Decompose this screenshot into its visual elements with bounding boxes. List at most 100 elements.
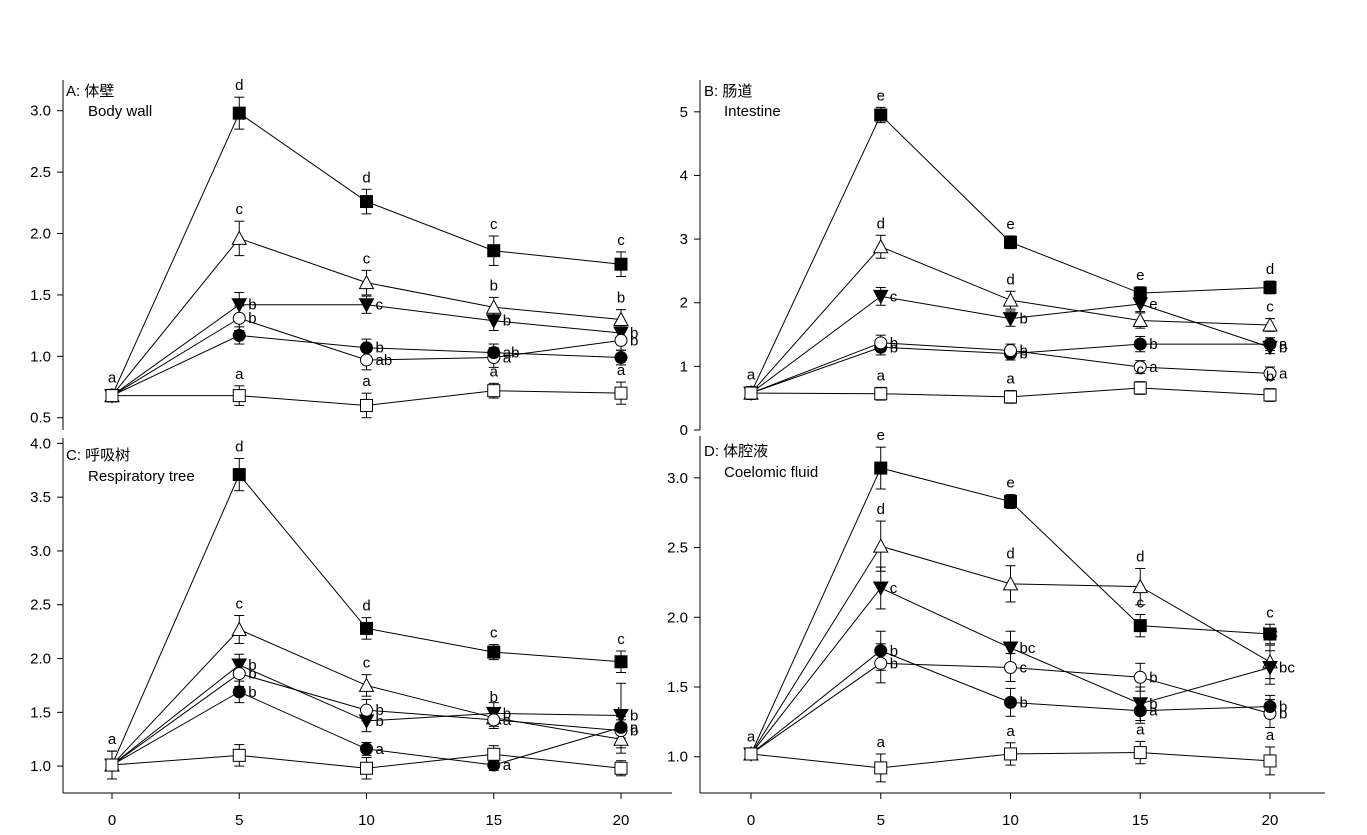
data-point-circle: [487, 346, 501, 360]
significance-label: b: [630, 325, 638, 342]
data-point-triangle-up: [872, 238, 889, 254]
significance-label: b: [617, 705, 625, 722]
significance-label: b: [490, 277, 498, 294]
x-tick-label: 10: [358, 812, 375, 829]
data-point-circle: [1263, 337, 1277, 351]
significance-label: b: [248, 684, 256, 701]
significance-label: a: [108, 369, 117, 386]
significance-label: c: [890, 288, 898, 305]
data-point-circle: [1133, 337, 1147, 351]
data-point-triangle-up: [231, 230, 248, 245]
significance-label: a: [1279, 365, 1288, 382]
significance-label: c: [1137, 595, 1145, 612]
significance-label: d: [1006, 546, 1014, 563]
data-point-circle: [1133, 704, 1147, 718]
significance-label: bc: [1020, 640, 1036, 657]
x-tick-label: 5: [877, 812, 885, 829]
data-point-circle: [487, 713, 501, 727]
y-tick-label: 2.5: [30, 164, 51, 181]
significance-label: b: [1279, 339, 1287, 356]
y-tick-label: 0: [680, 422, 688, 439]
data-point-square: [487, 747, 501, 761]
significance-label: a: [108, 731, 117, 748]
panel-title-cn: A: 体壁: [66, 83, 114, 100]
y-tick-label: 1.0: [667, 749, 688, 766]
data-point-triangle-down: [872, 581, 889, 597]
significance-label: e: [1006, 475, 1014, 492]
significance-label: a: [503, 757, 512, 774]
data-point-triangle-down: [613, 709, 629, 724]
data-point-square: [232, 106, 246, 120]
data-point-circle: [1004, 695, 1017, 709]
significance-label: e: [1006, 216, 1014, 233]
data-point-triangle-down: [485, 314, 502, 329]
data-point-circle: [1133, 670, 1147, 684]
data-point-circle: [360, 353, 373, 367]
data-point-circle: [360, 742, 373, 756]
panel-a-body-wall: A: 体壁 Body wall 0.5 1.0 1.5 2.0 2.5 3.0 a d d c c c…: [30, 77, 638, 430]
data-point-triangle-down: [1002, 312, 1019, 327]
significance-label: a: [1136, 721, 1145, 738]
x-tick-label: 0: [108, 812, 116, 829]
data-point-triangle-up: [613, 311, 629, 326]
significance-label: a: [630, 719, 639, 736]
data-point-square: [614, 761, 628, 775]
significance-label: a: [877, 734, 886, 751]
data-point-triangle-down: [358, 298, 375, 313]
data-point-circle: [232, 328, 246, 342]
data-point-circle: [874, 336, 888, 350]
data-point-square: [105, 389, 119, 403]
data-point-square: [1133, 619, 1147, 633]
data-point-circle: [614, 351, 628, 365]
data-point-triangle-up: [231, 621, 248, 636]
panel-title-en: Intestine: [724, 103, 781, 120]
data-point-triangle-up: [1002, 292, 1019, 307]
data-point-square: [487, 645, 501, 659]
data-point-triangle-down: [872, 289, 889, 305]
data-point-square: [614, 386, 628, 400]
data-point-triangle-down: [613, 326, 629, 342]
y-tick-label: 5: [680, 104, 688, 121]
significance-label: a: [1266, 727, 1275, 744]
significance-label: b: [248, 666, 256, 683]
significance-label: d: [877, 501, 885, 518]
significance-label: b: [630, 708, 638, 725]
data-point-circle: [1263, 366, 1277, 380]
significance-label: a: [503, 350, 512, 367]
significance-label: b: [617, 290, 625, 307]
significance-label: d: [1136, 548, 1144, 565]
data-point-square: [360, 621, 373, 635]
significance-label: b: [248, 310, 256, 327]
significance-label: a: [617, 362, 626, 379]
data-point-triangle-down: [231, 298, 248, 313]
significance-label: d: [1266, 261, 1274, 278]
data-point-square: [1004, 495, 1017, 509]
data-point-triangle-up: [358, 677, 375, 692]
panel-title-en: Body wall: [88, 103, 152, 120]
significance-label: b: [1149, 336, 1157, 353]
y-tick-label: 1.0: [30, 758, 51, 775]
data-point-square: [360, 398, 373, 412]
y-tick-label: 2.0: [667, 609, 688, 626]
panel-title-cn: D: 体腔液: [704, 443, 768, 460]
data-point-square: [614, 257, 628, 271]
significance-label: b: [1149, 696, 1157, 713]
significance-label: c: [1266, 299, 1274, 316]
significance-label: b: [890, 335, 898, 352]
y-tick-label: 2.5: [667, 540, 688, 557]
significance-label: a: [747, 728, 756, 745]
significance-label: e: [877, 87, 885, 104]
significance-label: b: [1279, 706, 1287, 723]
significance-label: a: [503, 712, 512, 729]
significance-label: b: [490, 689, 498, 706]
y-tick-label: 3.5: [30, 489, 51, 506]
data-point-square: [360, 195, 373, 209]
data-point-square: [232, 748, 246, 762]
significance-label: b: [376, 340, 384, 357]
data-point-square: [1133, 746, 1147, 760]
data-point-square: [874, 387, 888, 401]
data-point-triangle-down: [1132, 297, 1149, 313]
significance-label: c: [617, 232, 625, 249]
data-point-triangle-up: [1002, 575, 1019, 591]
